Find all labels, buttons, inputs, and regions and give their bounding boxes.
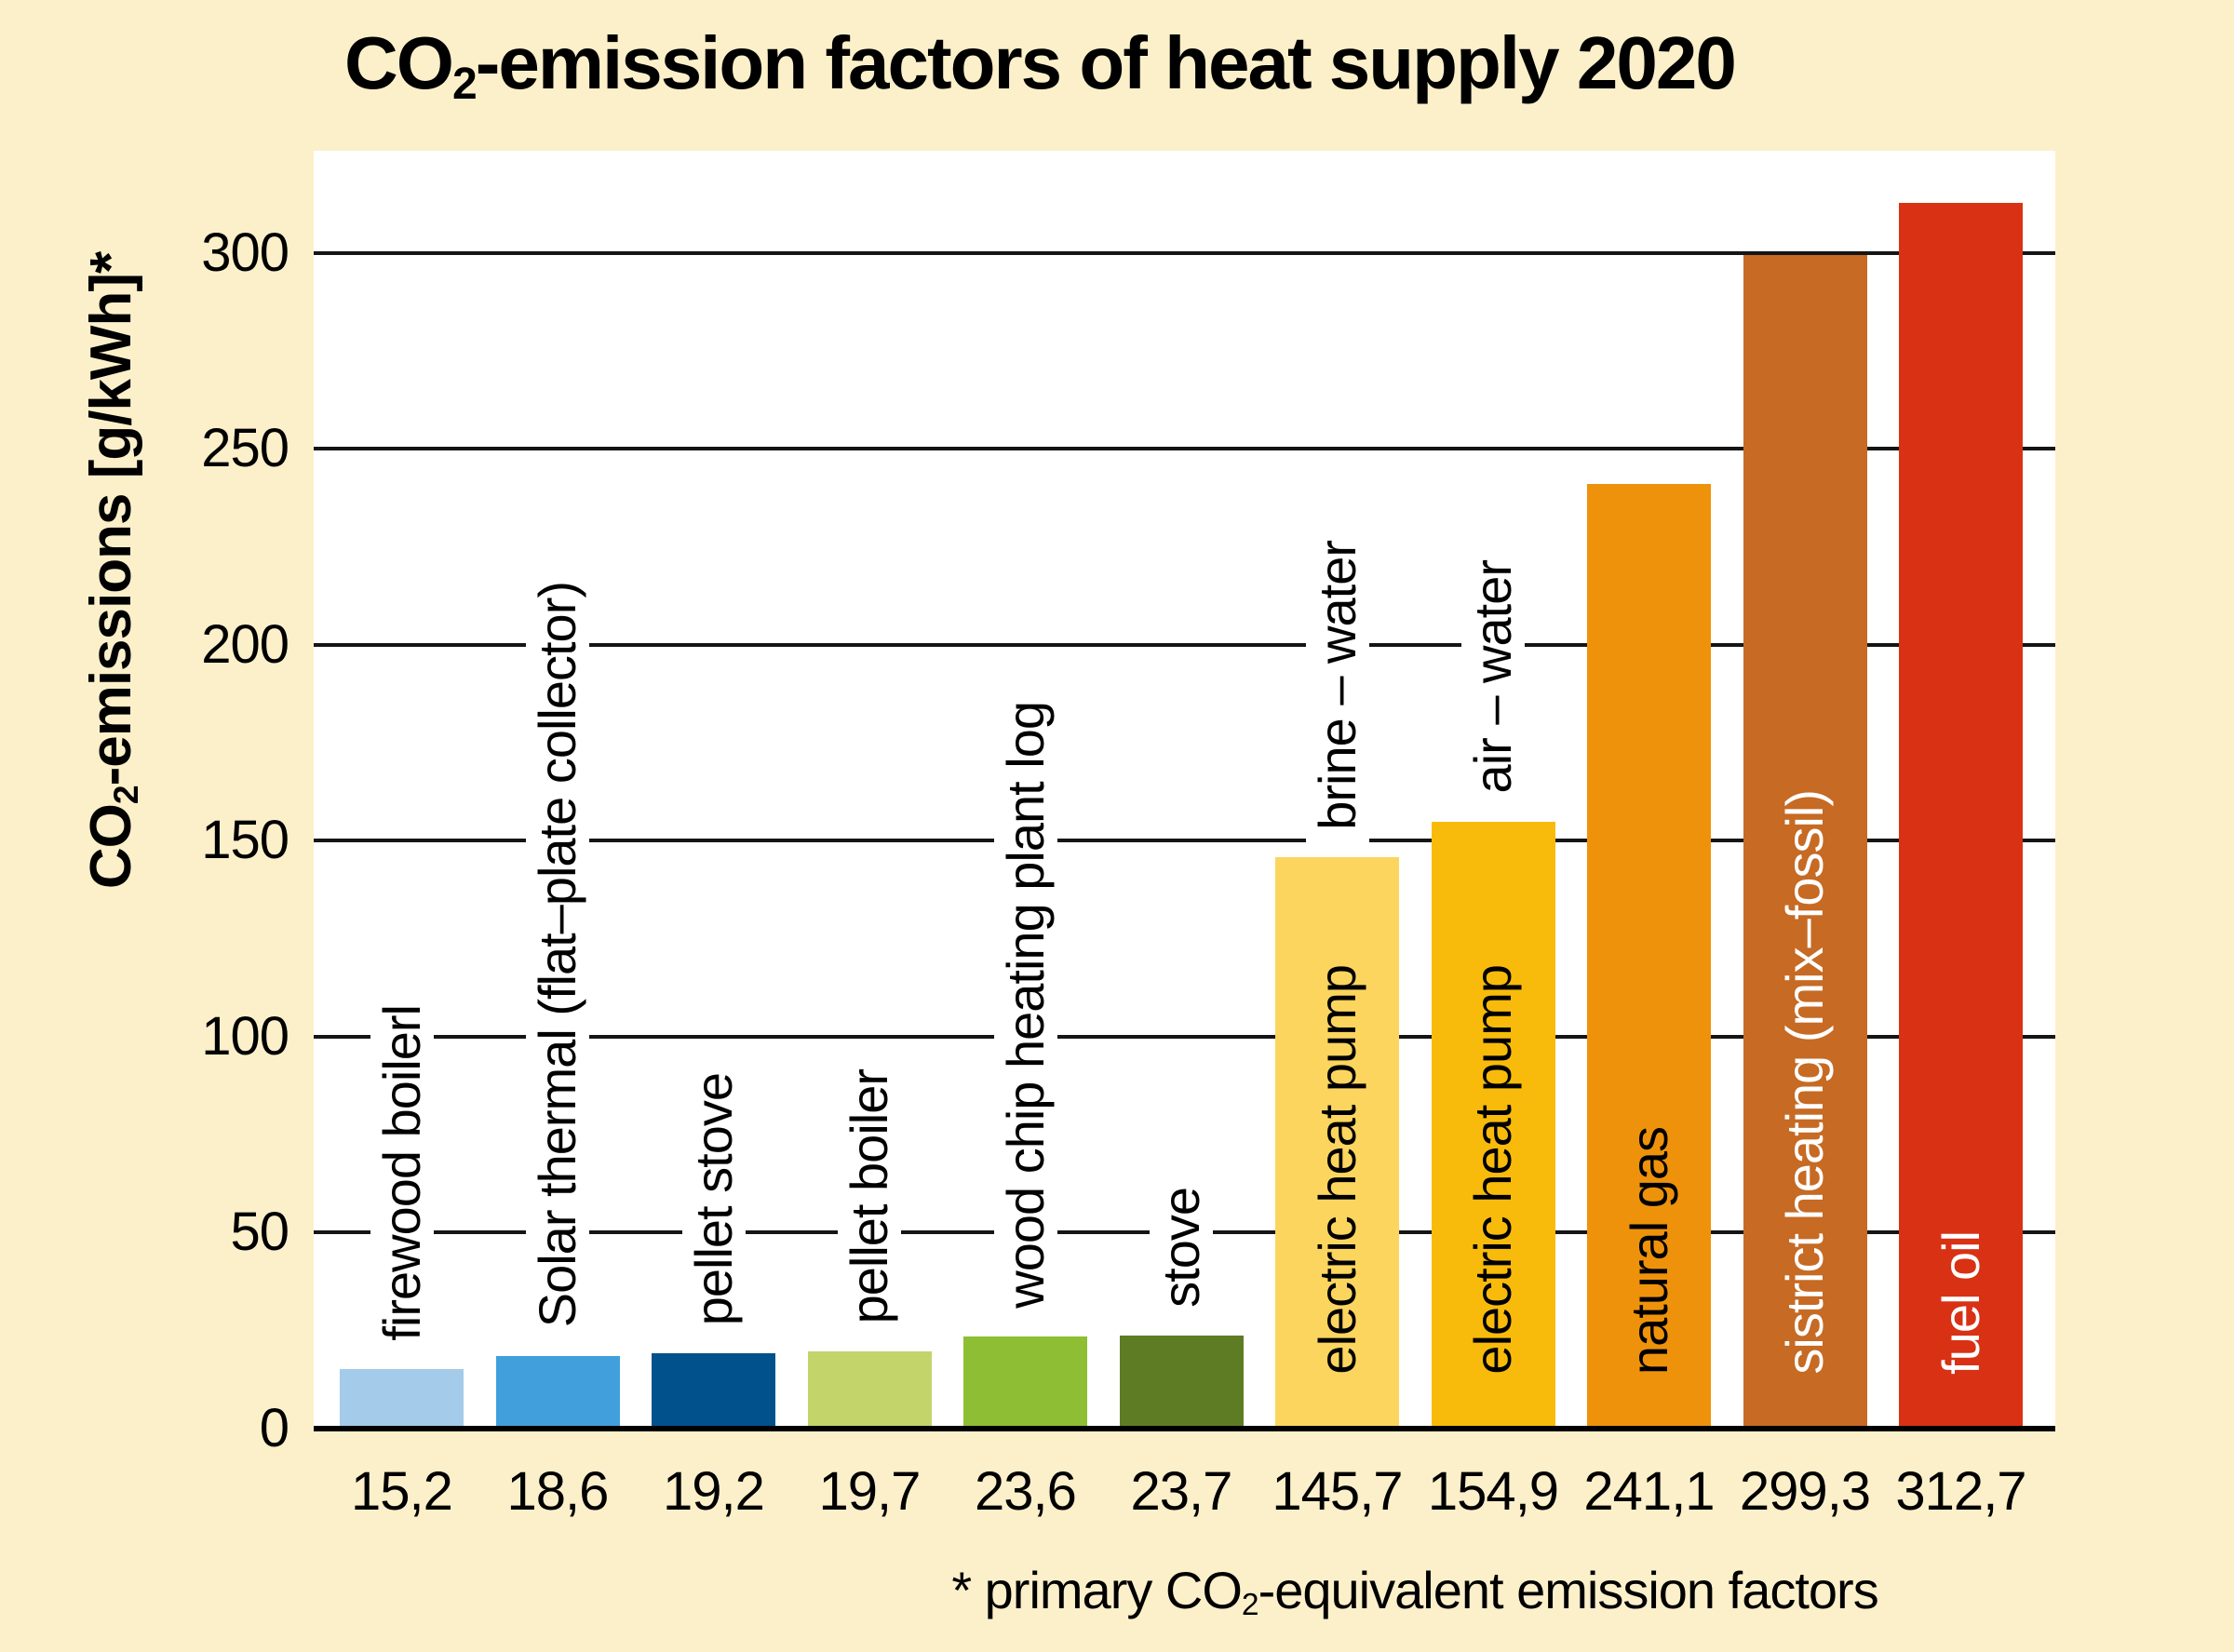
- bar-label-pellet-boiler: pellet boiler: [838, 1054, 901, 1339]
- bar-value-stove: 23,7: [1130, 1461, 1233, 1522]
- bar-firewood-boilerl: [340, 1368, 464, 1429]
- x-axis-line: [314, 1426, 2055, 1431]
- bar-label-wood-chip-heating-plant-log: wood chip heating plant log: [993, 686, 1057, 1323]
- footnote-suffix: -equivalent emission factors: [1258, 1561, 1879, 1619]
- gridline-250: [314, 447, 2055, 451]
- bar-sistrict-heating-mix-fossil: sistrict heating (mix–fossil): [1743, 255, 1867, 1429]
- bar-pellet-boiler: [807, 1351, 932, 1429]
- bar-value-firewood-boilerl: 15,2: [351, 1461, 453, 1522]
- gridline-100: [314, 1034, 2055, 1039]
- gridline-300: [314, 250, 2055, 255]
- bar-value-electric-heat-pump-brine-water: 145,7: [1272, 1461, 1403, 1522]
- bar-value-natural-gas: 241,1: [1583, 1461, 1715, 1522]
- bar-value-fuel-oil: 312,7: [1895, 1461, 2026, 1522]
- gridline-200: [314, 642, 2055, 647]
- footnote: * primary CO2-equivalent emission factor…: [763, 1560, 2066, 1623]
- bar-sublabel-electric-heat-pump-air-water: air – water: [1461, 545, 1525, 809]
- y-tick-label-50: 50: [230, 1202, 289, 1263]
- y-axis-tick-labels: 0 50 100 150 200 250 300: [74, 151, 289, 1459]
- bar-fuel-oil: fuel oil: [1899, 203, 2023, 1429]
- footnote-prefix: * primary CO: [951, 1561, 1243, 1619]
- bar-solar-thermal-flat-plate-collector: [495, 1355, 620, 1429]
- plot-area: firewood boilerl Solar thermal (flat–plat…: [314, 151, 2055, 1431]
- gridline-150: [314, 839, 2055, 843]
- bar-wood-chip-heating-plant-log: [963, 1336, 1087, 1429]
- bar-pellet-stove: [652, 1353, 775, 1429]
- bar-label-stove: stove: [1150, 1173, 1213, 1323]
- bar-stove: [1119, 1336, 1244, 1429]
- bar-label-sistrict-heating-mix-fossil: sistrict heating (mix–fossil): [1775, 790, 1834, 1375]
- y-tick-label-250: 250: [201, 418, 289, 479]
- bar-electric-heat-pump-air-water: electric heat pump: [1431, 821, 1555, 1429]
- chart-title-prefix: CO: [344, 21, 454, 104]
- bar-label-electric-heat-pump-brine-water: electric heat pump: [1307, 965, 1366, 1375]
- bar-label-firewood-boilerl: firewood boilerl: [370, 990, 434, 1356]
- y-tick-label-200: 200: [201, 613, 289, 675]
- y-tick-label-300: 300: [201, 222, 289, 283]
- bar-sublabel-electric-heat-pump-brine-water: brine – water: [1305, 525, 1369, 845]
- y-tick-label-0: 0: [259, 1398, 289, 1458]
- chart-title-suffix: -emission factors of heat supply 2020: [475, 21, 1737, 104]
- bar-value-pellet-stove: 19,2: [663, 1461, 765, 1522]
- bar-value-wood-chip-heating-plant-log: 23,6: [975, 1461, 1077, 1522]
- bar-natural-gas: natural gas: [1587, 483, 1711, 1429]
- y-tick-label-150: 150: [201, 810, 289, 871]
- bar-value-sistrict-heating-mix-fossil: 299,3: [1739, 1461, 1871, 1522]
- footnote-subscript: 2: [1241, 1588, 1259, 1623]
- bar-value-pellet-boiler: 19,7: [818, 1461, 922, 1522]
- bar-electric-heat-pump-brine-water: electric heat pump: [1275, 857, 1399, 1429]
- bar-label-solar-thermal-flat-plate-collector: Solar thermal (flat–plate collector): [526, 567, 589, 1343]
- chart-title: CO2-emission factors of heat supply 2020: [344, 20, 1737, 109]
- bar-label-fuel-oil: fuel oil: [1931, 1231, 1990, 1375]
- y-tick-label-100: 100: [201, 1005, 289, 1067]
- bar-value-solar-thermal-flat-plate-collector: 18,6: [506, 1461, 610, 1522]
- bar-label-pellet-stove: pellet stove: [681, 1057, 746, 1341]
- bar-label-electric-heat-pump-air-water: electric heat pump: [1463, 965, 1522, 1375]
- chart-title-subscript: 2: [452, 59, 478, 109]
- bar-value-electric-heat-pump-air-water: 154,9: [1427, 1461, 1559, 1522]
- bar-label-natural-gas: natural gas: [1619, 1126, 1678, 1375]
